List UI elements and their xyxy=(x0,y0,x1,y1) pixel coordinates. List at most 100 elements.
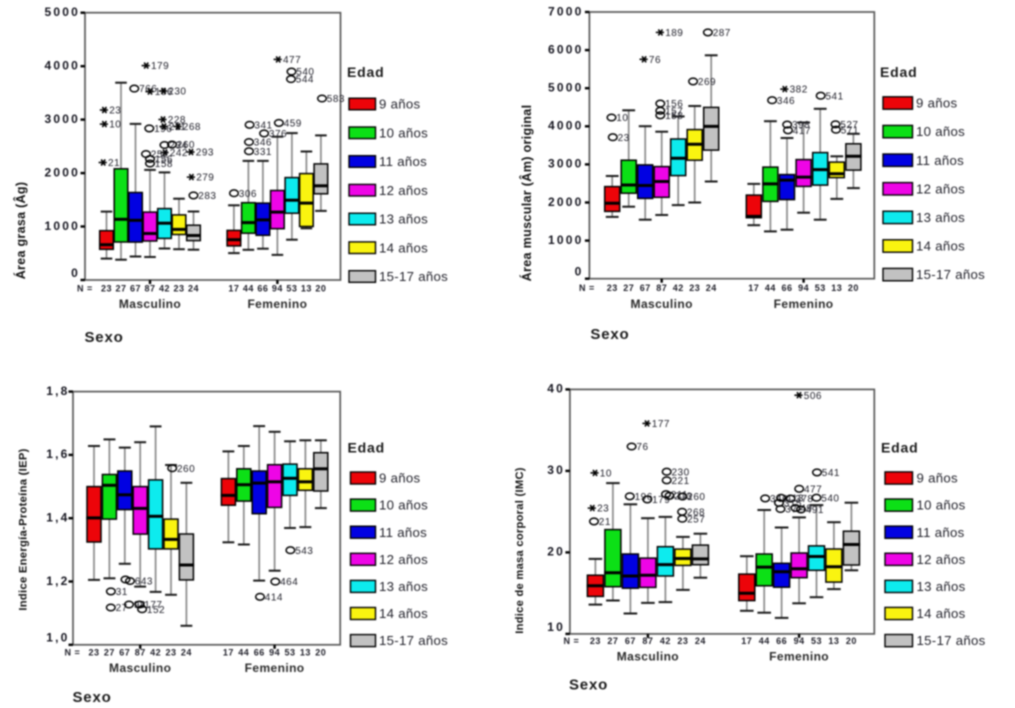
svg-text:177: 177 xyxy=(144,600,162,611)
svg-text:94: 94 xyxy=(794,636,805,646)
svg-text:Sexo: Sexo xyxy=(73,689,112,703)
svg-text:11 años: 11 años xyxy=(916,153,964,168)
svg-text:44: 44 xyxy=(238,647,249,657)
svg-text:23: 23 xyxy=(109,106,121,117)
svg-text:10 años: 10 años xyxy=(916,124,965,139)
svg-text:5000: 5000 xyxy=(45,5,81,19)
svg-text:66: 66 xyxy=(254,647,265,657)
svg-text:583: 583 xyxy=(327,94,345,105)
svg-text:66: 66 xyxy=(257,284,268,294)
svg-text:76: 76 xyxy=(649,55,661,66)
svg-text:189: 189 xyxy=(665,28,683,39)
svg-text:156: 156 xyxy=(665,99,683,110)
svg-text:9 años: 9 años xyxy=(916,96,958,111)
svg-text:23: 23 xyxy=(618,133,630,144)
svg-text:260: 260 xyxy=(177,464,195,475)
svg-text:23: 23 xyxy=(165,647,176,657)
svg-text:1,8: 1,8 xyxy=(46,384,69,398)
svg-text:4000: 4000 xyxy=(45,59,81,73)
svg-text:20: 20 xyxy=(315,284,326,294)
svg-text:527: 527 xyxy=(840,120,858,131)
svg-text:10 años: 10 años xyxy=(379,498,428,513)
svg-text:21: 21 xyxy=(599,517,611,528)
svg-text:15-17 años: 15-17 años xyxy=(916,267,985,282)
svg-text:544: 544 xyxy=(296,75,314,86)
svg-text:1000: 1000 xyxy=(548,233,584,247)
svg-text:Femenino: Femenino xyxy=(774,297,834,311)
svg-text:14 años: 14 años xyxy=(916,239,965,254)
svg-text:76: 76 xyxy=(636,442,648,453)
svg-text:27: 27 xyxy=(607,636,618,646)
svg-text:491: 491 xyxy=(806,505,824,516)
svg-text:10 años: 10 años xyxy=(917,498,966,513)
svg-text:179: 179 xyxy=(652,495,670,506)
svg-text:14 años: 14 años xyxy=(379,240,428,255)
svg-text:156: 156 xyxy=(155,155,173,166)
svg-text:53: 53 xyxy=(284,647,295,657)
svg-text:67: 67 xyxy=(130,284,141,294)
svg-text:17: 17 xyxy=(228,284,239,294)
svg-text:279: 279 xyxy=(196,173,214,184)
svg-text:23: 23 xyxy=(590,636,601,646)
svg-text:23: 23 xyxy=(173,284,184,294)
svg-text:17: 17 xyxy=(748,283,759,293)
svg-text:15-17 años: 15-17 años xyxy=(379,269,448,284)
svg-text:Edad: Edad xyxy=(347,64,384,80)
svg-text:24: 24 xyxy=(181,647,192,657)
svg-text:9 años: 9 años xyxy=(917,471,959,486)
svg-text:9 años: 9 años xyxy=(379,97,421,112)
svg-text:10: 10 xyxy=(547,620,565,634)
svg-text:15-17 años: 15-17 años xyxy=(379,633,448,648)
svg-text:N =: N = xyxy=(77,284,93,294)
svg-text:42: 42 xyxy=(660,636,671,646)
svg-text:13: 13 xyxy=(828,636,839,646)
svg-text:341: 341 xyxy=(254,120,272,131)
svg-text:12 años: 12 años xyxy=(379,183,428,198)
svg-text:42: 42 xyxy=(150,647,161,657)
svg-text:23: 23 xyxy=(101,284,112,294)
svg-text:10: 10 xyxy=(616,113,628,124)
svg-text:6000: 6000 xyxy=(548,42,584,56)
svg-text:382: 382 xyxy=(790,85,808,96)
svg-text:20: 20 xyxy=(846,636,857,646)
svg-text:506: 506 xyxy=(804,391,822,402)
svg-text:30: 30 xyxy=(547,463,565,477)
svg-text:346: 346 xyxy=(254,138,272,149)
svg-text:372: 372 xyxy=(785,505,803,516)
svg-text:5000: 5000 xyxy=(548,81,584,95)
svg-text:179: 179 xyxy=(151,61,169,72)
svg-text:315: 315 xyxy=(784,499,802,510)
svg-text:40: 40 xyxy=(547,382,565,396)
svg-text:13 años: 13 años xyxy=(917,579,966,594)
svg-text:Sexo: Sexo xyxy=(569,677,608,694)
svg-text:Masculino: Masculino xyxy=(109,661,171,675)
svg-text:27: 27 xyxy=(104,647,115,657)
svg-text:414: 414 xyxy=(265,592,283,603)
svg-text:Área grasa (Âg): Área grasa (Âg) xyxy=(13,182,28,280)
svg-text:540: 540 xyxy=(296,67,314,78)
svg-text:94: 94 xyxy=(798,283,809,293)
svg-text:230: 230 xyxy=(672,467,690,478)
svg-text:44: 44 xyxy=(759,636,770,646)
svg-text:12 años: 12 años xyxy=(916,181,965,196)
svg-text:23: 23 xyxy=(689,283,700,293)
svg-text:1,6: 1,6 xyxy=(46,447,69,461)
svg-text:15-17 años: 15-17 años xyxy=(917,633,986,648)
svg-text:186: 186 xyxy=(155,87,173,98)
svg-text:23: 23 xyxy=(597,504,609,515)
svg-text:13 años: 13 años xyxy=(379,212,428,227)
svg-text:268: 268 xyxy=(183,122,201,133)
svg-text:14 años: 14 años xyxy=(917,606,966,621)
svg-text:10 años: 10 años xyxy=(379,125,428,140)
svg-text:11 años: 11 años xyxy=(379,525,427,540)
svg-text:571: 571 xyxy=(841,125,859,136)
svg-text:23: 23 xyxy=(607,283,618,293)
svg-text:Edad: Edad xyxy=(880,64,917,80)
svg-text:Edad: Edad xyxy=(881,440,918,456)
svg-text:398: 398 xyxy=(792,120,810,131)
svg-text:49: 49 xyxy=(800,504,812,515)
svg-text:24: 24 xyxy=(188,284,199,294)
svg-text:459: 459 xyxy=(284,119,302,130)
svg-text:643: 643 xyxy=(135,577,153,588)
svg-text:9 años: 9 años xyxy=(379,471,421,486)
